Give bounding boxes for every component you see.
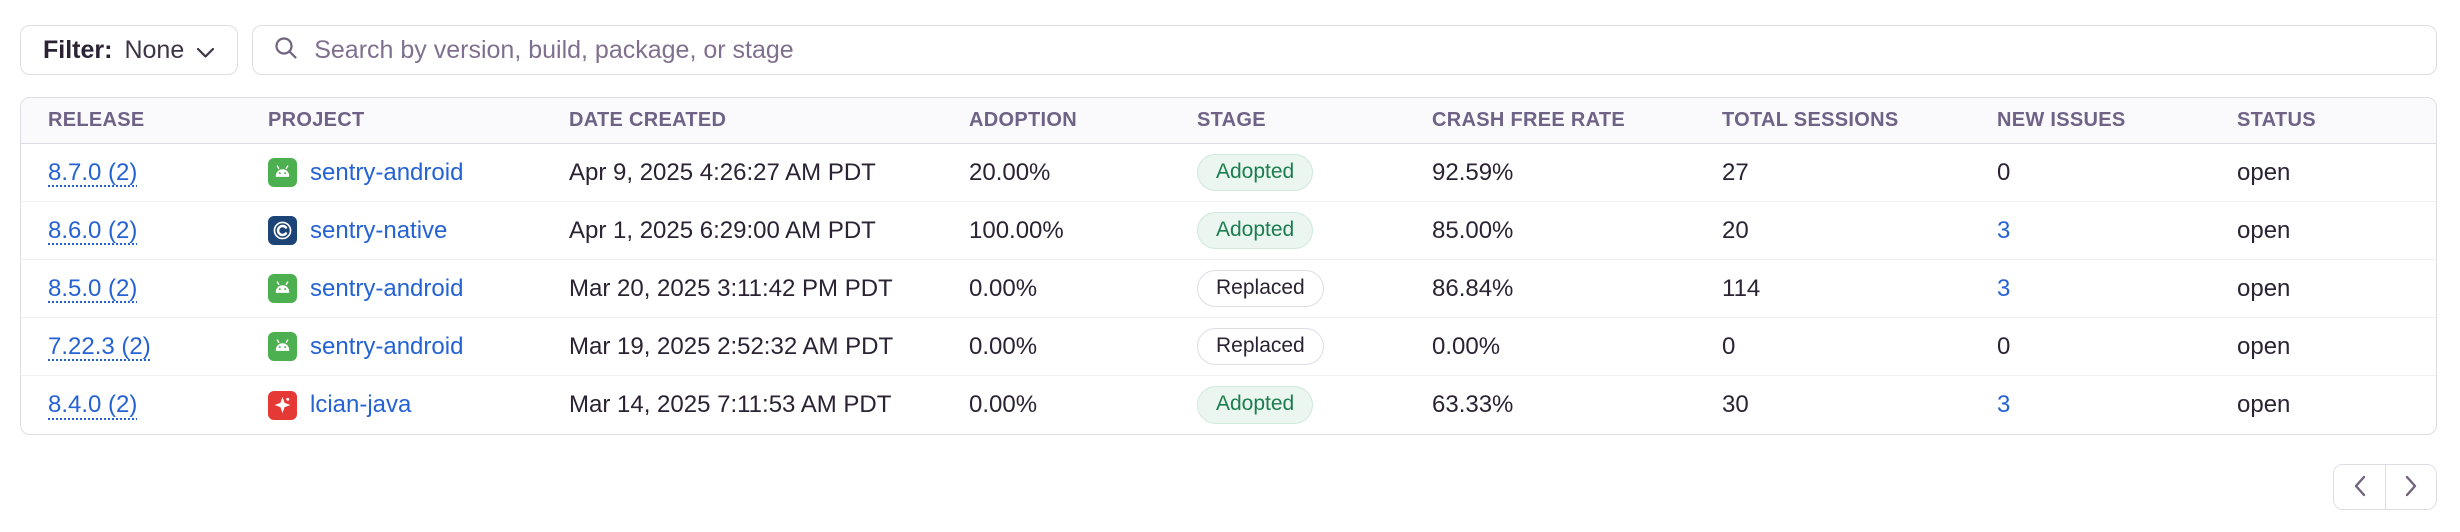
status-cell: open: [2237, 158, 2291, 186]
chevron-left-icon: [2352, 474, 2367, 501]
search-icon: [273, 35, 299, 66]
c-icon: [268, 216, 297, 245]
android-icon: [268, 332, 297, 361]
stage-badge: Adopted: [1197, 386, 1314, 424]
adoption-cell: 20.00%: [969, 158, 1051, 186]
new-issues-count: 0: [1997, 158, 2011, 186]
filter-dropdown-button[interactable]: Filter: None: [20, 25, 239, 75]
crash-free-rate-cell: 86.84%: [1432, 274, 1514, 302]
filter-value: None: [124, 35, 185, 64]
column-header-adoption: ADOPTION: [969, 109, 1077, 131]
total-sessions-cell: 30: [1722, 391, 1749, 418]
android-icon: [268, 158, 297, 187]
table-row: 8.5.0 (2) sentry-android Mar 20, 2025 3:…: [21, 260, 2436, 318]
previous-page-button[interactable]: [2334, 465, 2385, 509]
new-issues-link[interactable]: 3: [1997, 391, 2011, 418]
release-link[interactable]: 8.5.0 (2): [48, 274, 138, 302]
adoption-cell: 100.00%: [969, 216, 1064, 244]
column-header-stage: STAGE: [1197, 109, 1266, 131]
column-header-crash-free-rate: CRASH FREE RATE: [1432, 109, 1626, 131]
column-header-project: PROJECT: [268, 109, 365, 131]
stage-badge: Adopted: [1197, 153, 1314, 192]
date-created-cell: Apr 9, 2025 4:26:27 AM PDT: [569, 158, 876, 186]
table-header-row: RELEASE PROJECT DATE CREATED ADOPTION ST…: [21, 98, 2436, 144]
column-header-total-sessions: TOTAL SESSIONS: [1722, 109, 1899, 131]
total-sessions-cell: 114: [1722, 274, 1761, 302]
new-issues-count: 0: [1997, 332, 2011, 360]
table-row: 8.6.0 (2) sentry-native Apr 1, 2025 6:29…: [21, 202, 2436, 260]
release-link[interactable]: 7.22.3 (2): [48, 332, 151, 360]
column-header-status: STATUS: [2237, 109, 2316, 131]
chevron-down-icon: [196, 37, 215, 66]
chevron-right-icon: [2404, 474, 2419, 501]
crash-free-rate-cell: 92.59%: [1432, 158, 1514, 186]
new-issues-link[interactable]: 3: [1997, 216, 2011, 244]
status-cell: open: [2237, 391, 2291, 418]
column-header-new-issues: NEW ISSUES: [1997, 109, 2126, 131]
total-sessions-cell: 0: [1722, 332, 1736, 360]
toolbar: Filter: None: [20, 25, 2437, 75]
total-sessions-cell: 27: [1722, 158, 1749, 186]
crash-free-rate-cell: 85.00%: [1432, 216, 1514, 244]
date-created-cell: Mar 19, 2025 2:52:32 AM PDT: [569, 332, 894, 360]
project-link[interactable]: sentry-android: [310, 332, 464, 360]
status-cell: open: [2237, 332, 2291, 360]
column-header-release: RELEASE: [48, 109, 145, 131]
java-icon: [268, 390, 297, 420]
column-header-date-created: DATE CREATED: [569, 109, 727, 131]
crash-free-rate-cell: 0.00%: [1432, 332, 1501, 360]
filter-label: Filter:: [43, 35, 113, 64]
adoption-cell: 0.00%: [969, 391, 1038, 418]
next-page-button[interactable]: [2385, 465, 2436, 509]
adoption-cell: 0.00%: [969, 332, 1038, 360]
search-bar[interactable]: [252, 25, 2437, 75]
table-row: 7.22.3 (2) sentry-android Mar 19, 2025 2…: [21, 318, 2436, 376]
stage-badge: Adopted: [1197, 211, 1314, 250]
crash-free-rate-cell: 63.33%: [1432, 391, 1514, 418]
pagination: [2333, 464, 2437, 510]
android-icon: [268, 274, 297, 303]
project-link[interactable]: sentry-native: [310, 216, 448, 244]
release-link[interactable]: 8.6.0 (2): [48, 216, 138, 244]
status-cell: open: [2237, 216, 2291, 244]
date-created-cell: Mar 20, 2025 3:11:42 PM PDT: [569, 274, 893, 302]
project-link[interactable]: sentry-android: [310, 274, 464, 302]
release-link[interactable]: 8.4.0 (2): [48, 391, 138, 418]
releases-table: RELEASE PROJECT DATE CREATED ADOPTION ST…: [20, 97, 2437, 435]
search-input[interactable]: [314, 35, 2416, 65]
adoption-cell: 0.00%: [969, 274, 1038, 302]
table-body: 8.7.0 (2) sentry-android Apr 9, 2025 4:2…: [21, 144, 2436, 434]
date-created-cell: Mar 14, 2025 7:11:53 AM PDT: [569, 391, 892, 418]
stage-badge: Replaced: [1197, 269, 1324, 308]
project-link[interactable]: sentry-android: [310, 158, 464, 186]
total-sessions-cell: 20: [1722, 216, 1749, 244]
table-row: 8.7.0 (2) sentry-android Apr 9, 2025 4:2…: [21, 144, 2436, 202]
stage-badge: Replaced: [1197, 327, 1324, 366]
table-row: 8.4.0 (2) lcian-java Mar 14, 2025 7:11:5…: [21, 376, 2436, 434]
status-cell: open: [2237, 274, 2291, 302]
date-created-cell: Apr 1, 2025 6:29:00 AM PDT: [569, 216, 876, 244]
release-link[interactable]: 8.7.0 (2): [48, 158, 138, 186]
new-issues-link[interactable]: 3: [1997, 274, 2011, 302]
project-link[interactable]: lcian-java: [310, 391, 412, 418]
